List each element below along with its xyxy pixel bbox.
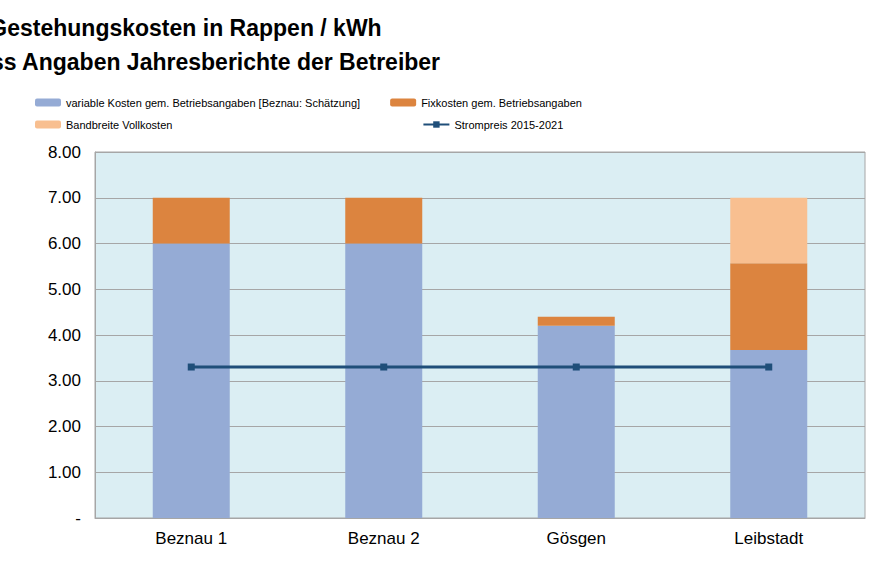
svg-text:-: - [75,509,81,528]
svg-text:Fixkosten gem. Betriebsangaben: Fixkosten gem. Betriebsangaben [421,97,582,109]
svg-text:gemäss Angaben Jahresberichte: gemäss Angaben Jahresberichte der Betrei… [0,49,440,75]
svg-text:Leibstadt: Leibstadt [734,529,803,548]
svg-text:7.00: 7.00 [48,188,81,207]
svg-text:Beznau 2: Beznau 2 [348,529,420,548]
svg-text:3.00: 3.00 [48,371,81,390]
svg-text:8.00: 8.00 [48,143,81,162]
svg-text:2.00: 2.00 [48,417,81,436]
svg-text:variable Kosten gem. Betriebsa: variable Kosten gem. Betriebsangaben [Be… [66,97,360,109]
svg-text:6.00: 6.00 [48,234,81,253]
svg-text:Gösgen: Gösgen [546,529,606,548]
svg-text:Gestehungskosten in Rappen / k: Gestehungskosten in Rappen / kWh [0,15,382,41]
svg-text:Beznau 1: Beznau 1 [155,529,227,548]
svg-text:4.00: 4.00 [48,326,81,345]
svg-text:5.00: 5.00 [48,280,81,299]
svg-text:Bandbreite Vollkosten: Bandbreite Vollkosten [66,119,172,131]
svg-text:1.00: 1.00 [48,463,81,482]
svg-text:Strompreis 2015-2021: Strompreis 2015-2021 [454,119,563,131]
